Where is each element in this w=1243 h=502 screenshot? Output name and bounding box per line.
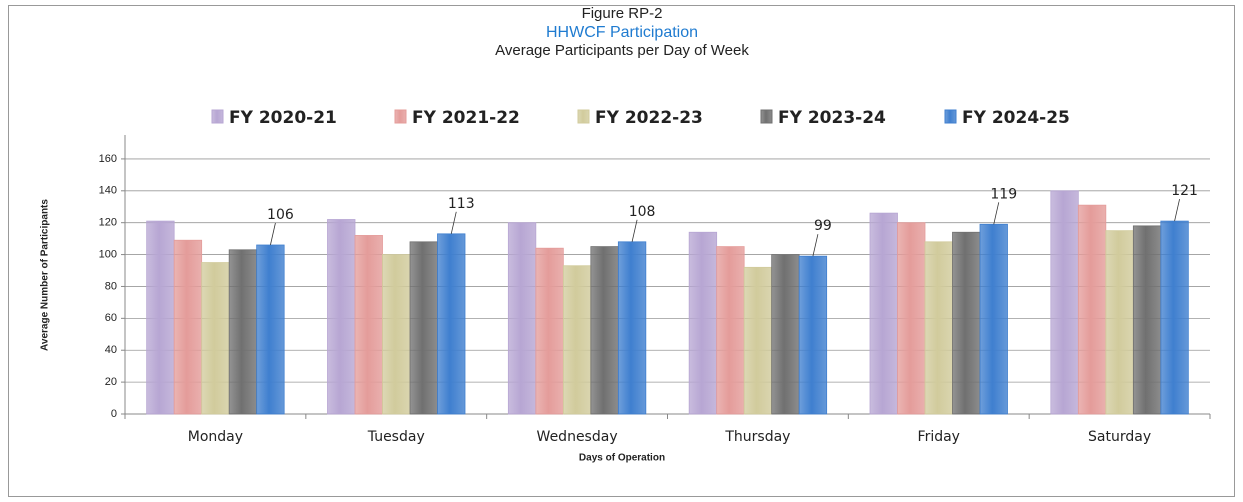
bar bbox=[409, 241, 438, 415]
chart-title: Figure RP-2 bbox=[582, 5, 663, 22]
bar bbox=[437, 233, 466, 415]
x-tick-label: Tuesday bbox=[367, 429, 425, 445]
x-tick-label: Wednesday bbox=[537, 429, 618, 445]
bar bbox=[1050, 190, 1079, 415]
bar bbox=[897, 222, 926, 415]
bar bbox=[1105, 230, 1134, 415]
bar bbox=[256, 244, 285, 415]
y-tick-label: 120 bbox=[99, 217, 117, 229]
data-label: 113 bbox=[448, 196, 475, 212]
bar bbox=[716, 246, 745, 415]
x-tick-label: Saturday bbox=[1088, 429, 1151, 445]
x-axis-title: Days of Operation bbox=[579, 453, 665, 464]
data-label: 99 bbox=[814, 218, 832, 234]
bar bbox=[1077, 204, 1107, 415]
legend-swatch bbox=[577, 109, 590, 124]
x-tick-label: Thursday bbox=[724, 429, 790, 445]
bar bbox=[617, 241, 647, 415]
y-tick-label: 160 bbox=[99, 153, 117, 165]
bar bbox=[354, 235, 383, 415]
bar bbox=[228, 249, 258, 415]
y-tick-label: 140 bbox=[99, 185, 117, 197]
x-tick-label: Monday bbox=[188, 429, 243, 445]
bar bbox=[1160, 220, 1189, 415]
bar bbox=[146, 220, 175, 415]
legend-swatch bbox=[944, 109, 957, 124]
x-tick-label: Friday bbox=[918, 429, 960, 445]
bar bbox=[1132, 225, 1162, 415]
data-label: 119 bbox=[990, 186, 1017, 202]
legend-swatch bbox=[211, 109, 224, 124]
bar bbox=[382, 254, 411, 415]
legend-swatch bbox=[394, 109, 407, 124]
label-leader bbox=[270, 222, 276, 246]
y-axis-title: Average Number of Participants bbox=[40, 199, 51, 351]
bar bbox=[173, 239, 203, 415]
legend-swatch bbox=[760, 109, 773, 124]
y-tick-label: 40 bbox=[105, 344, 117, 356]
bar bbox=[869, 212, 898, 415]
bar bbox=[979, 223, 1008, 415]
label-leader bbox=[993, 202, 1000, 225]
bar bbox=[201, 262, 230, 415]
y-tick-label: 20 bbox=[105, 376, 117, 388]
chart-subtitle: HHWCF Participation bbox=[546, 24, 698, 41]
bar bbox=[535, 247, 564, 415]
chart-subtitle2: Average Participants per Day of Week bbox=[495, 42, 749, 59]
label-leader bbox=[1174, 199, 1180, 222]
bar bbox=[771, 254, 800, 415]
data-label: 121 bbox=[1171, 183, 1198, 199]
y-tick-label: 100 bbox=[99, 248, 117, 260]
bar bbox=[507, 222, 537, 415]
legend-label: FY 2022-23 bbox=[595, 108, 703, 128]
legend-label: FY 2021-22 bbox=[412, 108, 520, 128]
bar bbox=[562, 265, 592, 415]
bar bbox=[688, 231, 718, 415]
bar bbox=[952, 231, 981, 415]
y-tick-label: 80 bbox=[105, 280, 117, 292]
legend-label: FY 2024-25 bbox=[962, 108, 1070, 128]
bar bbox=[743, 266, 773, 415]
y-tick-label: 0 bbox=[111, 408, 117, 420]
data-label: 106 bbox=[267, 207, 294, 223]
legend-label: FY 2020-21 bbox=[229, 108, 337, 128]
label-leader bbox=[631, 219, 638, 242]
label-leader bbox=[450, 211, 457, 234]
y-tick-label: 60 bbox=[105, 312, 117, 324]
data-label: 108 bbox=[629, 204, 656, 220]
bar bbox=[327, 219, 356, 415]
label-leader bbox=[812, 234, 819, 257]
legend-label: FY 2023-24 bbox=[778, 108, 886, 128]
bar bbox=[798, 255, 828, 415]
bar bbox=[590, 246, 619, 415]
bar bbox=[924, 241, 953, 415]
